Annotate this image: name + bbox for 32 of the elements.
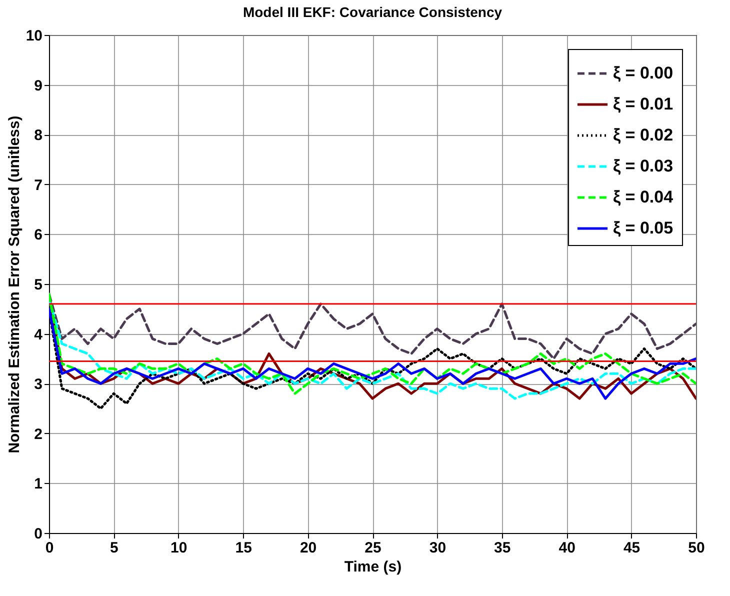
x-tick-label: 45 — [623, 540, 640, 556]
y-tick-label: 10 — [26, 28, 42, 44]
y-tick-label: 5 — [34, 276, 42, 294]
x-tick-label: 30 — [429, 540, 446, 556]
legend-label: ξ = 0.03 — [613, 156, 674, 176]
y-tick-label: 0 — [34, 526, 42, 542]
y-axis-title: Normalized Estimation Error Squared (unitless) — [6, 116, 23, 454]
x-tick-label: 20 — [300, 540, 317, 556]
line-series — [49, 292, 696, 360]
x-tick-label: 35 — [494, 540, 511, 556]
y-tick-label: 3 — [34, 376, 42, 394]
legend-label: ξ = 0.00 — [613, 64, 674, 82]
legend-label: ξ = 0.05 — [613, 218, 674, 238]
x-tick-label: 25 — [364, 540, 382, 556]
legend-label: ξ = 0.04 — [613, 188, 674, 206]
x-tick-label: 50 — [688, 540, 705, 556]
x-tick-label: 40 — [558, 540, 576, 556]
x-tick-label: 15 — [235, 540, 252, 556]
x-axis-title: Time (s) — [344, 558, 402, 576]
y-tick-label: 2 — [34, 426, 42, 443]
y-tick-label: 6 — [34, 226, 42, 244]
y-tick-label: 4 — [34, 326, 44, 344]
y-tick-label: 9 — [34, 77, 42, 94]
legend-label: ξ = 0.01 — [613, 94, 674, 114]
x-tick-label: 5 — [110, 540, 118, 556]
x-tick-label: 10 — [170, 540, 188, 556]
y-tick-label: 7 — [34, 176, 42, 194]
legend-label: ξ = 0.02 — [613, 126, 674, 144]
chart-title: Model III EKF: Covariance Consistency — [242, 4, 502, 20]
x-tick-label: 0 — [45, 540, 54, 556]
y-tick-label: 1 — [34, 476, 42, 493]
y-tick-label: 8 — [34, 127, 42, 144]
